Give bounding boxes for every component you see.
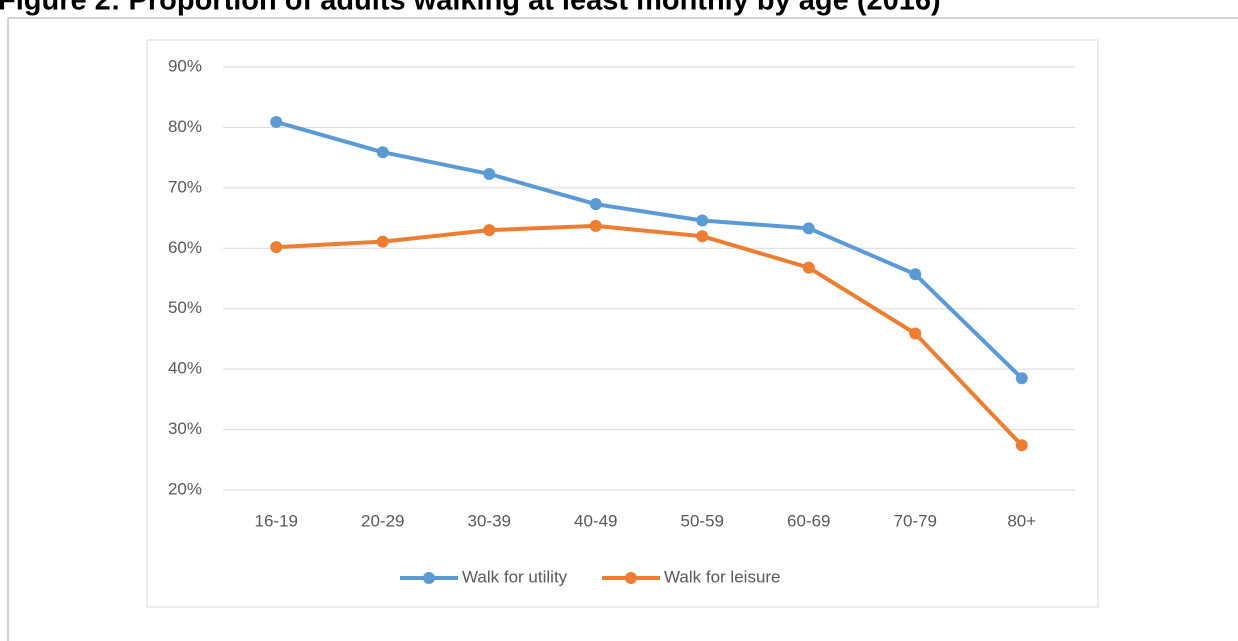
data-point	[909, 327, 922, 340]
data-point	[589, 219, 602, 232]
y-tick-label: 90%	[168, 56, 202, 75]
x-tick-label: 50-59	[681, 511, 724, 530]
x-tick-label: 20-29	[361, 511, 404, 530]
data-point	[909, 268, 922, 281]
x-tick-label: 60-69	[787, 511, 830, 530]
data-point	[696, 214, 709, 227]
y-tick-label: 30%	[168, 419, 202, 438]
x-tick-label: 16-19	[255, 511, 298, 530]
data-point	[376, 235, 389, 248]
y-tick-label: 40%	[168, 359, 202, 378]
x-tick-label: 40-49	[574, 511, 617, 530]
data-point	[483, 167, 496, 180]
series-line	[276, 223, 1024, 447]
data-point	[696, 230, 709, 243]
data-point	[802, 261, 815, 274]
data-point	[376, 146, 389, 159]
chart-frame	[146, 39, 1099, 608]
x-tick-label: 30-39	[468, 511, 511, 530]
y-tick-label: 80%	[168, 117, 202, 136]
legend-marker	[423, 572, 435, 584]
y-tick-label: 70%	[168, 177, 202, 196]
data-point	[270, 115, 283, 128]
legend-marker	[625, 572, 637, 584]
legend-label: Walk for utility	[462, 567, 568, 586]
data-point	[483, 224, 496, 237]
data-point	[270, 241, 283, 254]
y-tick-label: 50%	[168, 298, 202, 317]
chart-title: Figure 2: Proportion of adults walking a…	[0, 0, 941, 17]
legend-label: Walk for leisure	[664, 567, 781, 586]
y-tick-label: 20%	[168, 479, 202, 498]
data-point	[1015, 372, 1028, 385]
data-point	[589, 198, 602, 211]
data-point	[1015, 439, 1028, 452]
x-tick-label: 80+	[1007, 511, 1036, 530]
x-tick-label: 70-79	[894, 511, 937, 530]
data-point	[802, 222, 815, 235]
series-line	[275, 120, 1024, 380]
y-tick-label: 60%	[168, 238, 202, 257]
